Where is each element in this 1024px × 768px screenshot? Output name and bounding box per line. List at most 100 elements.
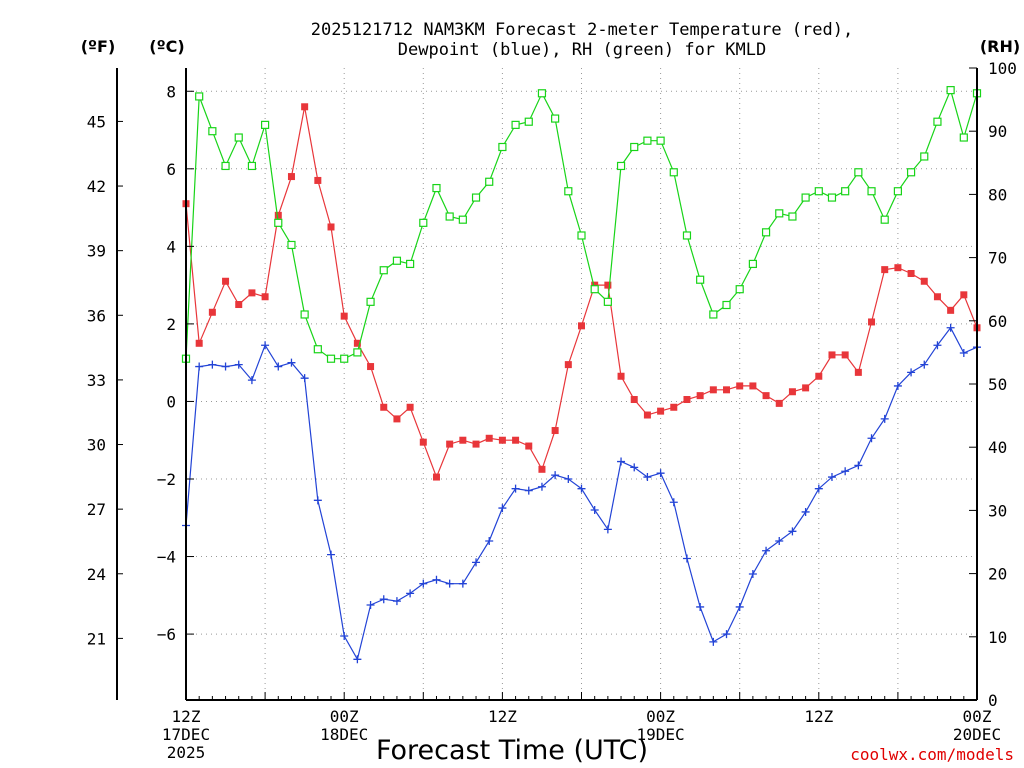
dewpoint-point <box>274 362 283 371</box>
rh-point <box>458 215 467 224</box>
dewpoint-point <box>893 381 902 390</box>
temperature-point <box>643 411 651 419</box>
rh-point <box>221 161 230 171</box>
rh-point <box>379 266 388 275</box>
celsius-axis-unit: (ºC) <box>149 37 184 56</box>
temperature-point <box>327 223 335 231</box>
temperature-point <box>525 442 533 450</box>
rh-tick-label: 0 <box>988 691 998 710</box>
temperature-point <box>947 306 955 314</box>
dewpoint-point <box>630 463 639 472</box>
time-tick-label: 00Z <box>646 707 675 726</box>
rh-tick-label: 100 <box>988 59 1017 78</box>
temperature-point <box>367 363 375 371</box>
rh-point <box>247 161 257 171</box>
rh-tick-label: 10 <box>988 628 1007 647</box>
rh-point <box>788 212 797 221</box>
dewpoint-point <box>788 527 797 536</box>
rh-point <box>867 187 876 196</box>
dewpoint-point <box>577 484 586 493</box>
rh-point <box>340 354 349 363</box>
dewpoint-point <box>603 525 612 534</box>
rh-point <box>392 256 402 265</box>
fahrenheit-tick-label: 36 <box>87 306 106 325</box>
rh-point <box>761 228 771 237</box>
temperature-point <box>960 291 968 299</box>
rh-point <box>524 117 533 126</box>
temperature-point <box>208 308 216 316</box>
chart-title-line-1: 2025121712 NAM3KM Forecast 2-meter Tempe… <box>311 20 853 40</box>
fahrenheit-tick-label: 42 <box>87 177 106 196</box>
temperature-line <box>185 106 978 479</box>
temperature-point <box>498 436 506 444</box>
dewpoint-point <box>946 323 955 332</box>
temperature-point <box>828 351 836 359</box>
dewpoint-point <box>537 482 546 491</box>
rh-point <box>471 193 481 202</box>
temperature-point <box>485 434 493 442</box>
rh-point <box>537 89 547 98</box>
temperature-point <box>749 382 757 390</box>
dewpoint-point <box>814 484 823 493</box>
rh-point <box>814 187 823 196</box>
fahrenheit-tick-label: 21 <box>87 629 106 648</box>
dewpoint-point <box>458 579 467 588</box>
dewpoint-point <box>669 498 678 507</box>
fahrenheit-tick-label: 33 <box>87 371 106 390</box>
series-layer <box>181 86 982 664</box>
temperature-point <box>512 436 520 444</box>
rh-point <box>735 285 744 294</box>
fahrenheit-axis-unit: (ºF) <box>81 37 116 56</box>
temperature-point <box>696 392 704 400</box>
fahrenheit-tick-label: 27 <box>87 500 106 519</box>
temperature-point <box>630 396 638 404</box>
temperature-point <box>301 103 309 111</box>
celsius-tick-label: 2 <box>166 315 176 334</box>
dewpoint-point <box>392 597 401 606</box>
temperature-point <box>841 351 849 359</box>
rh-point <box>696 275 705 284</box>
dewpoint-point <box>379 595 388 604</box>
rh-point <box>287 240 296 250</box>
rh-point <box>880 215 889 224</box>
dewpoint-point <box>287 358 296 367</box>
rh-point <box>682 231 692 240</box>
rh-point <box>906 168 916 177</box>
temperature-point <box>340 312 348 320</box>
temperature-point <box>815 372 823 380</box>
temperature-point <box>881 266 889 274</box>
rh-point <box>300 310 309 319</box>
fahrenheit-tick-label: 45 <box>87 112 106 131</box>
dewpoint-point <box>880 414 889 423</box>
dewpoint-point <box>313 496 322 505</box>
rh-tick-label: 80 <box>988 185 1007 204</box>
rh-point <box>406 259 415 269</box>
dewpoint-point <box>907 368 916 377</box>
temperature-point <box>551 427 559 435</box>
dewpoint-point <box>722 630 731 639</box>
dewpoint-point <box>656 469 665 478</box>
dewpoint-point <box>340 632 349 641</box>
rh-point <box>498 142 507 152</box>
dewpoint-point <box>524 486 533 495</box>
dewpoint-point <box>827 473 836 482</box>
dewpoint-point <box>247 376 256 385</box>
dewpoint-point <box>406 589 415 598</box>
chart-title: 2025121712 NAM3KM Forecast 2-meter Tempe… <box>311 20 853 60</box>
temperature-point <box>920 277 928 285</box>
temperature-point <box>446 440 454 448</box>
rh-point <box>656 136 665 145</box>
time-tick-label: 20DEC <box>953 725 1001 744</box>
rh-point <box>577 231 586 240</box>
dewpoint-point <box>959 348 968 357</box>
time-tick-label: 19DEC <box>637 725 685 744</box>
time-tick-label: 2025 <box>167 743 206 762</box>
dewpoint-point <box>221 362 230 371</box>
dewpoint-point <box>867 434 876 443</box>
rh-point <box>261 120 270 129</box>
fahrenheit-tick-label: 30 <box>87 436 106 455</box>
time-tick-label: 12Z <box>172 707 201 726</box>
rh-tick-label: 30 <box>988 501 1007 520</box>
dewpoint-point <box>208 360 217 369</box>
temperature-point <box>248 289 256 297</box>
